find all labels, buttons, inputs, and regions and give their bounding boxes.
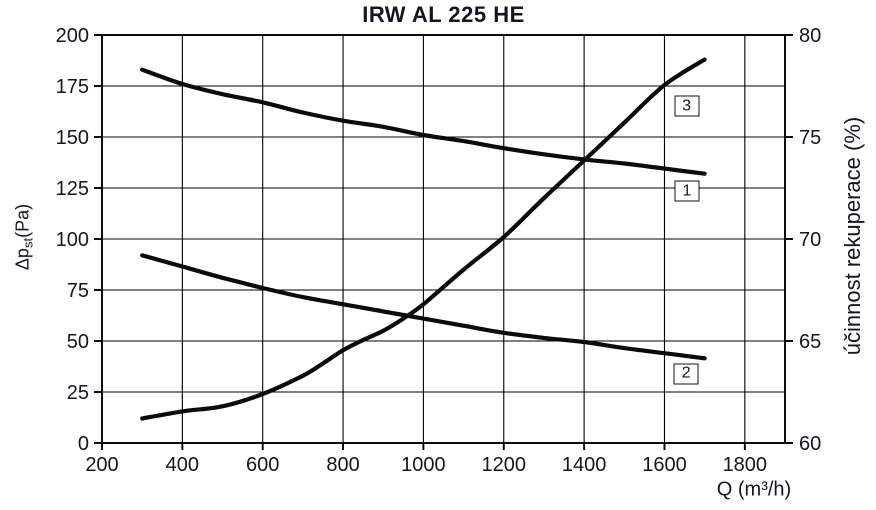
- y-right-axis-title: účinnost rekuperace (%): [840, 116, 865, 356]
- x-tick-label: 1800: [723, 454, 768, 476]
- x-tick-label: 800: [326, 454, 359, 476]
- x-tick-label: 1000: [401, 454, 446, 476]
- y-right-tick-label: 65: [799, 331, 821, 353]
- y-left-tick-label: 125: [56, 178, 89, 200]
- curve-label-3: 3: [674, 95, 700, 117]
- x-tick-label: 200: [85, 454, 118, 476]
- y-right-tick-label: 60: [799, 433, 821, 455]
- y-left-tick-label: 75: [67, 280, 89, 302]
- x-tick-label: 1400: [562, 454, 607, 476]
- x-tick-label: 1600: [642, 454, 687, 476]
- y-left-axis-title-suffix: (Pa): [12, 203, 33, 238]
- curve-label-2: 2: [673, 363, 699, 385]
- y-right-tick-label: 80: [799, 25, 821, 47]
- y-right-tick-label: 75: [799, 127, 821, 149]
- y-left-axis-title-subscript: st: [20, 237, 36, 249]
- y-left-tick-label: 50: [67, 331, 89, 353]
- curve-3: [140, 57, 707, 421]
- y-right-tick-label: 70: [799, 229, 821, 251]
- y-left-axis-title-prefix: Δp: [12, 248, 33, 271]
- y-left-tick-label: 100: [56, 229, 89, 251]
- x-tick-label: 600: [246, 454, 279, 476]
- y-left-tick-label: 150: [56, 127, 89, 149]
- x-tick-label: 1200: [482, 454, 527, 476]
- y-left-tick-label: 0: [78, 433, 89, 455]
- curve-label-1: 1: [674, 180, 700, 202]
- x-axis-title: Q (m³/h): [716, 478, 792, 501]
- y-left-tick-label: 25: [67, 382, 89, 404]
- chart-title: IRW AL 225 HE: [362, 2, 525, 27]
- curve-2: [140, 253, 707, 361]
- y-left-tick-label: 200: [56, 25, 89, 47]
- x-tick-label: 400: [166, 454, 199, 476]
- y-left-axis-title: Δpst(Pa): [13, 204, 36, 270]
- curve-1: [140, 67, 707, 176]
- y-left-tick-label: 175: [56, 76, 89, 98]
